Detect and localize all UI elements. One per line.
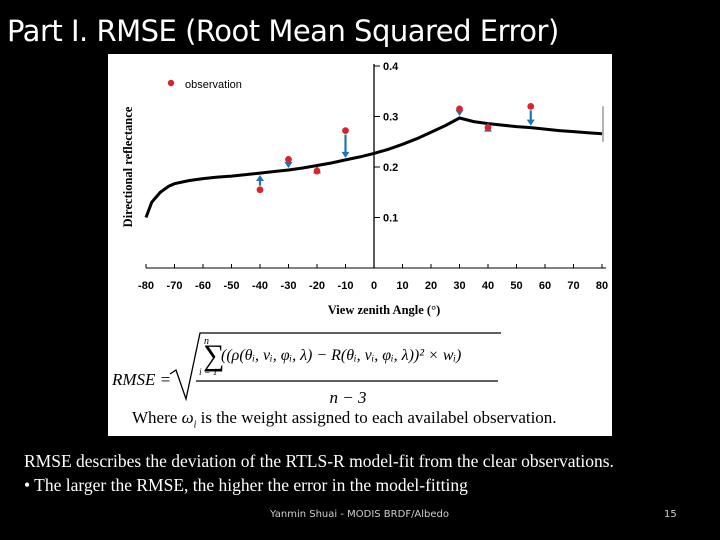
y-tick-label: 0.4 xyxy=(383,61,399,73)
sum-upper-limit: n xyxy=(204,336,209,347)
x-axis-label: View zenith Angle (°) xyxy=(328,303,441,317)
slide-title: Part I. RMSE (Root Mean Squared Error) xyxy=(7,14,559,48)
x-tick-label: -50 xyxy=(224,280,240,292)
y-axis-label: Directional reflectance xyxy=(121,106,135,227)
x-tick-label: 60 xyxy=(539,280,551,292)
y-tick-label: 0.1 xyxy=(383,213,398,225)
summation-sign: ∑ xyxy=(203,339,224,372)
weight-note-prefix: Where xyxy=(132,408,178,427)
y-ticks: 0.1 0.2 0.3 0.4 xyxy=(374,61,399,225)
x-tick-label: 20 xyxy=(425,280,437,292)
x-tick-label: 50 xyxy=(510,280,522,292)
observation-points xyxy=(256,103,535,194)
description-line-1: RMSE describes the deviation of the RTLS… xyxy=(24,451,614,471)
formula-denominator: n − 3 xyxy=(330,388,367,406)
legend-observation-label: observation xyxy=(185,79,242,91)
x-tick-label: -10 xyxy=(338,280,354,292)
formula-lhs: RMSE = xyxy=(111,370,171,389)
x-tick-label: 0 xyxy=(371,280,377,292)
y-tick-label: 0.2 xyxy=(383,162,398,174)
x-tick-label: 80 xyxy=(596,280,608,292)
weight-note: Where ωi is the weight assigned to each … xyxy=(132,408,557,430)
residual-arrow-head xyxy=(256,175,264,182)
x-tick-label: -20 xyxy=(309,280,325,292)
x-tick-label: 30 xyxy=(453,280,465,292)
slide-footer: Yanmin Shuai - MODIS BRDF/Albedo xyxy=(270,509,450,520)
brdf-chart: 0.1 0.2 0.3 0.4 -80 -70 -60 -50 -40 -30 -20 -10 0 10… xyxy=(121,61,608,317)
observation-point xyxy=(313,167,321,175)
x-tick-label: -80 xyxy=(138,280,154,292)
observation-point xyxy=(527,103,535,110)
rmse-formula: RMSE = ∑ n i = 1 ((ρ(θᵢ, νᵢ, φᵢ, λ) − R(… xyxy=(111,332,501,406)
y-tick-label: 0.3 xyxy=(383,112,398,124)
radical-sign xyxy=(169,332,501,402)
residual-arrow-head xyxy=(284,162,293,169)
weight-symbol: ωi xyxy=(181,408,197,431)
chart-legend: observation xyxy=(167,79,242,91)
weight-note-suffix: is the weight assigned to each availabel… xyxy=(200,408,557,427)
description-bullet: • The larger the RMSE, the higher the er… xyxy=(24,475,468,495)
sum-lower-limit: i = 1 xyxy=(199,368,218,378)
x-tick-label: 70 xyxy=(567,280,579,292)
page-number: 15 xyxy=(664,509,677,520)
residual-arrow-head xyxy=(341,151,350,158)
observation-point xyxy=(256,186,264,194)
slide-description: RMSE describes the deviation of the RTLS… xyxy=(24,449,614,497)
legend-observation-marker xyxy=(167,79,175,87)
x-tick-label: 40 xyxy=(482,280,494,292)
observation-point xyxy=(456,105,463,113)
x-tick-label: -60 xyxy=(195,280,211,292)
chart-axes xyxy=(146,64,606,269)
observation-point xyxy=(484,124,492,132)
x-tick-label: 10 xyxy=(396,280,408,292)
residual-arrow-head xyxy=(526,119,535,126)
x-tick-label: -40 xyxy=(252,280,268,292)
observation-point xyxy=(342,127,349,135)
figure-panel: 0.1 0.2 0.3 0.4 -80 -70 -60 -50 -40 -30 -20 -10 0 10… xyxy=(108,54,612,436)
x-ticks: -80 -70 -60 -50 -40 -30 -20 -10 0 10 20 30 40 50 60 70 8… xyxy=(138,264,608,292)
x-tick-label: -70 xyxy=(167,280,183,292)
weight-symbol-subscript: i xyxy=(193,419,197,431)
observation-point xyxy=(285,156,292,163)
x-tick-label: -30 xyxy=(281,280,297,292)
model-fit-curve xyxy=(144,116,603,219)
formula-numerator: ((ρ(θᵢ, νᵢ, φᵢ, λ) − R(θᵢ, νᵢ, φᵢ, λ))² … xyxy=(221,347,461,364)
